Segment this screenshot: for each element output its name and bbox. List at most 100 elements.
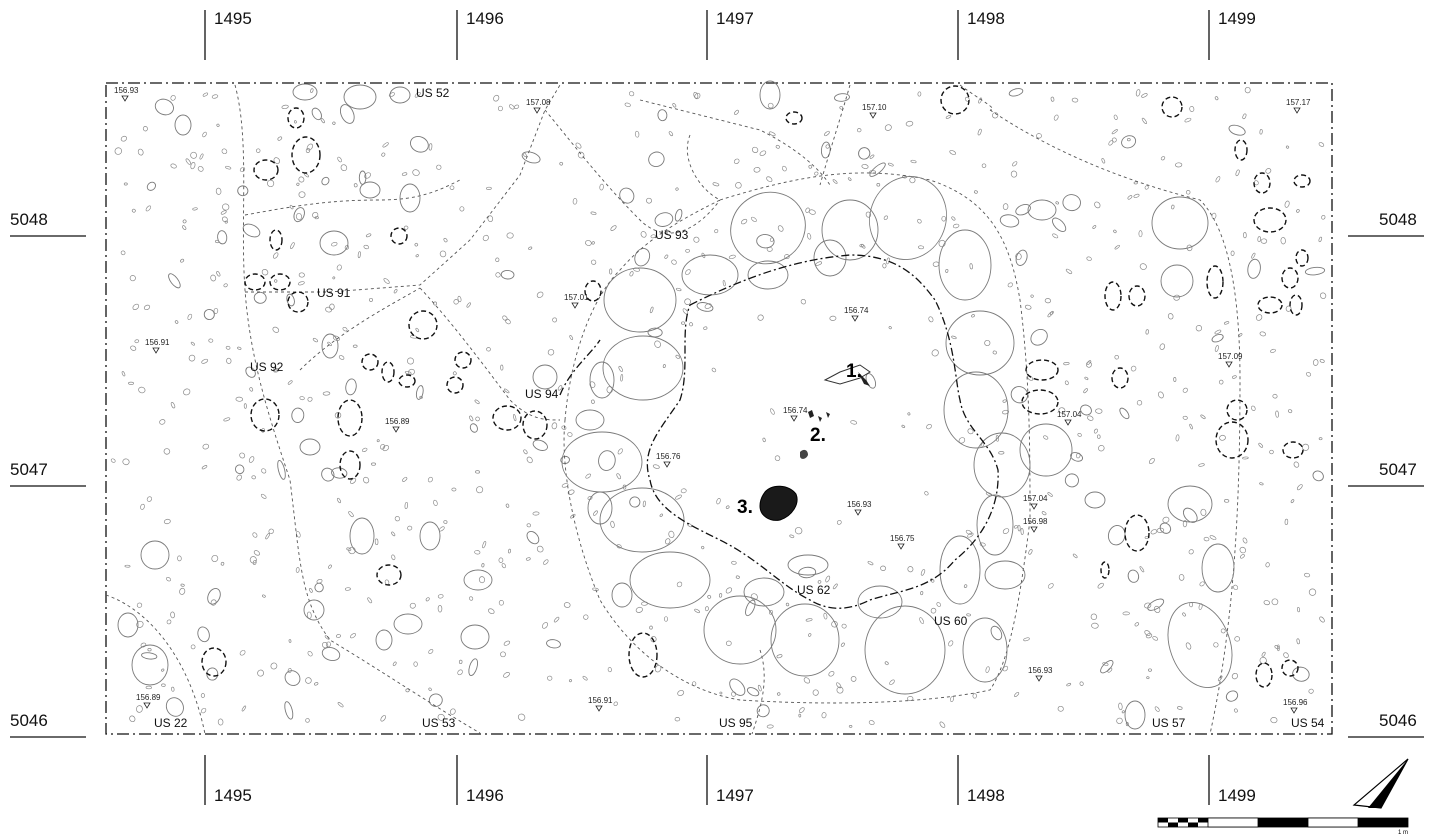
pebble <box>725 640 732 646</box>
pebble <box>1063 362 1070 366</box>
pebble <box>836 682 842 689</box>
pebble <box>1139 263 1147 270</box>
pebble <box>1136 400 1143 406</box>
pebble <box>1108 140 1114 146</box>
pebble <box>394 516 401 522</box>
pebble <box>1247 258 1261 279</box>
pebble <box>1154 706 1160 712</box>
pebble <box>1101 158 1106 164</box>
pebble <box>329 303 335 310</box>
pebble <box>883 215 889 220</box>
pebble <box>1175 434 1180 442</box>
pebble <box>1217 675 1223 682</box>
pebble <box>253 550 260 556</box>
pebble <box>829 315 837 321</box>
pebble <box>131 208 136 213</box>
pebble <box>869 154 875 159</box>
pebble <box>136 620 144 628</box>
pebble <box>363 476 370 484</box>
pebble <box>1265 168 1272 174</box>
pebble <box>391 554 396 561</box>
pebble <box>1084 376 1089 381</box>
unit-label-us92: US 92 <box>250 360 284 374</box>
pebble <box>188 354 196 362</box>
pebble <box>1242 456 1249 460</box>
pebble <box>1265 562 1270 568</box>
pebble <box>1259 129 1263 135</box>
pebble <box>587 495 593 501</box>
pebble <box>733 158 740 164</box>
pebble <box>966 613 971 617</box>
pebble <box>728 254 736 260</box>
pebble <box>685 248 690 253</box>
pebble <box>1231 672 1238 680</box>
grid-axis-top: 1495 1496 1497 1498 1499 <box>204 9 1256 60</box>
pebble <box>547 349 555 356</box>
unit-label-us93: US 93 <box>655 228 689 242</box>
pebble <box>920 591 924 596</box>
pebble <box>1114 244 1120 250</box>
pebble <box>382 445 390 452</box>
pebble <box>972 693 977 699</box>
pebble <box>805 618 813 622</box>
pebble <box>226 357 232 364</box>
pebble <box>1225 690 1239 702</box>
pebble <box>971 314 975 318</box>
pebble <box>128 381 134 385</box>
pebble <box>569 335 574 340</box>
pebble <box>924 491 929 496</box>
pebble <box>380 715 386 722</box>
pebble <box>1159 343 1166 350</box>
pebble <box>1232 375 1237 379</box>
pebble <box>569 679 572 683</box>
pebble <box>224 220 228 224</box>
pebble <box>310 88 314 93</box>
pebble <box>1113 114 1118 120</box>
pebble <box>532 439 548 451</box>
pebble <box>585 473 592 479</box>
pebble <box>348 511 354 518</box>
pebble <box>1263 600 1271 606</box>
pebble <box>346 547 352 551</box>
pebble <box>832 179 838 184</box>
pebble <box>475 470 480 474</box>
pebble <box>383 278 390 284</box>
pebble <box>714 229 719 234</box>
pebble <box>364 172 371 179</box>
pebble <box>211 94 219 99</box>
find-small-shape <box>800 449 808 459</box>
pebble <box>202 131 207 138</box>
unit-labels: US 52 US 93 US 91 US 92 US 94 US 62 US 6… <box>154 86 1325 730</box>
pebble <box>239 167 246 172</box>
post-holes <box>201 85 1311 688</box>
pebble <box>1079 681 1084 686</box>
pebble <box>517 713 526 721</box>
pebble <box>1093 428 1098 434</box>
pebble <box>767 102 774 109</box>
pebble <box>245 366 256 378</box>
pebble <box>1214 329 1222 335</box>
pebble <box>619 187 635 204</box>
pebble <box>1083 388 1088 394</box>
pebble <box>237 346 242 350</box>
pebble <box>190 151 197 159</box>
pebble <box>856 128 862 133</box>
pebble <box>171 686 175 692</box>
pebble <box>457 295 462 303</box>
grid-x-label-bottom: 1498 <box>967 786 1005 805</box>
pebble <box>617 448 623 455</box>
pebble <box>262 594 266 598</box>
pebble <box>977 128 982 136</box>
pebble <box>166 577 171 582</box>
pebble <box>382 142 389 148</box>
pebble <box>414 242 419 247</box>
pebble <box>1121 710 1125 714</box>
grid-x-label-bottom: 1495 <box>214 786 252 805</box>
pebble <box>590 259 597 265</box>
pebble <box>170 402 176 409</box>
pebble <box>722 280 726 287</box>
pebble <box>751 146 759 153</box>
pebble <box>526 456 533 464</box>
pebble <box>1312 470 1324 482</box>
